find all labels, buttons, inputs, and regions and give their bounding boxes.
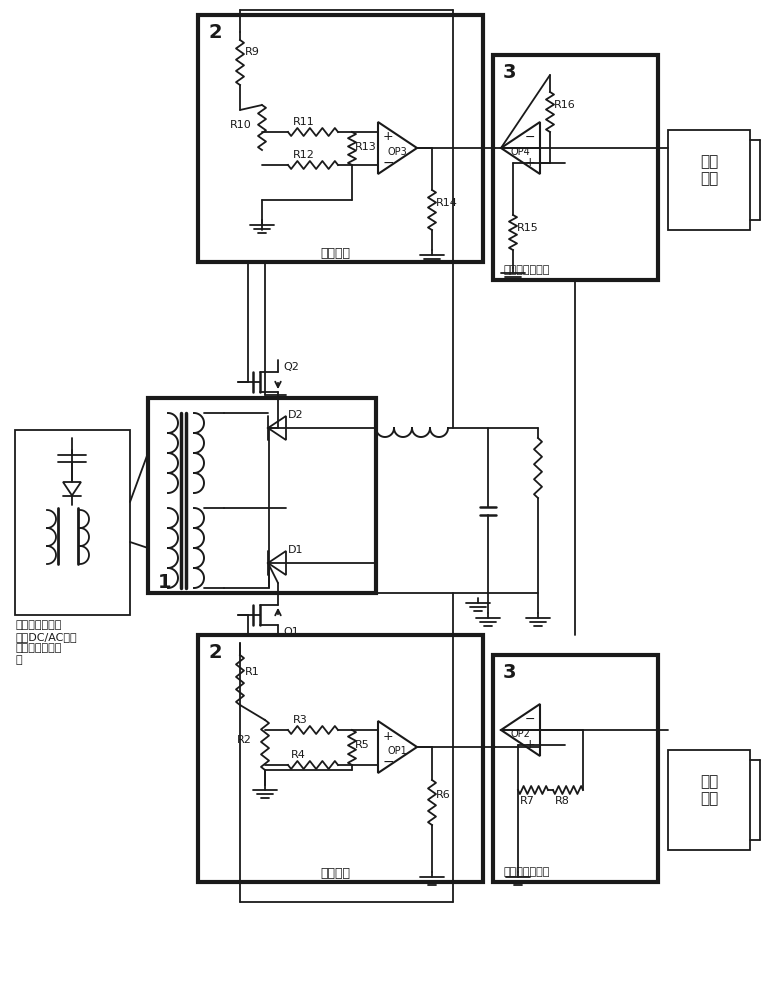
Text: 差分放大: 差分放大 (320, 247, 350, 260)
Text: 差分放大: 差分放大 (320, 867, 350, 880)
Text: OP2: OP2 (510, 729, 530, 739)
Text: R7: R7 (520, 796, 535, 806)
Bar (15, 430, 130, 615)
Text: R5: R5 (355, 740, 370, 750)
Bar (493, 655, 658, 882)
Bar (198, 635, 483, 882)
Text: R13: R13 (355, 142, 376, 152)
Text: OP1: OP1 (387, 746, 407, 756)
Text: R16: R16 (554, 100, 576, 110)
Text: 迟滞过零比较器: 迟滞过零比较器 (503, 265, 549, 275)
Text: OP4: OP4 (510, 147, 530, 157)
Text: D2: D2 (288, 410, 303, 420)
Text: 3: 3 (503, 663, 517, 682)
Text: −: − (524, 130, 535, 143)
Text: R6: R6 (436, 790, 451, 800)
Text: 推挥、半桥、全
桥等DC/AC变换
及变压器励磁方
式: 推挥、半桥、全 桥等DC/AC变换 及变压器励磁方 式 (15, 620, 77, 665)
Text: −: − (524, 712, 535, 726)
Text: −: − (383, 755, 395, 769)
Bar (668, 130, 750, 230)
Bar (493, 55, 658, 280)
Text: Q2: Q2 (283, 362, 299, 372)
Bar (668, 750, 750, 850)
Text: R3: R3 (293, 715, 308, 725)
Text: 驱动
电路: 驱动 电路 (700, 774, 718, 806)
Text: R8: R8 (555, 796, 570, 806)
Bar (198, 15, 483, 262)
Text: +: + (524, 156, 535, 169)
Text: 1: 1 (158, 573, 171, 592)
Text: 驱动
电路: 驱动 电路 (700, 154, 718, 186)
Text: OP3: OP3 (387, 147, 407, 157)
Text: R1: R1 (245, 667, 260, 677)
Text: 3: 3 (503, 63, 517, 82)
Text: R14: R14 (436, 198, 458, 208)
Text: R9: R9 (245, 47, 260, 57)
Text: +: + (524, 738, 535, 752)
Text: 迟滞过零比较器: 迟滞过零比较器 (503, 867, 549, 877)
Text: R4: R4 (291, 750, 306, 760)
Text: R12: R12 (293, 150, 315, 160)
Text: +: + (383, 730, 394, 742)
Text: R15: R15 (517, 223, 539, 233)
Text: Q1: Q1 (283, 627, 299, 637)
Text: +: + (383, 130, 394, 143)
Text: R10: R10 (230, 120, 251, 130)
Text: D1: D1 (288, 545, 303, 555)
Bar (148, 398, 376, 593)
Text: R11: R11 (293, 117, 315, 127)
Text: 2: 2 (208, 643, 222, 662)
Text: −: − (383, 156, 395, 170)
Text: R2: R2 (237, 735, 252, 745)
Text: 2: 2 (208, 23, 222, 42)
